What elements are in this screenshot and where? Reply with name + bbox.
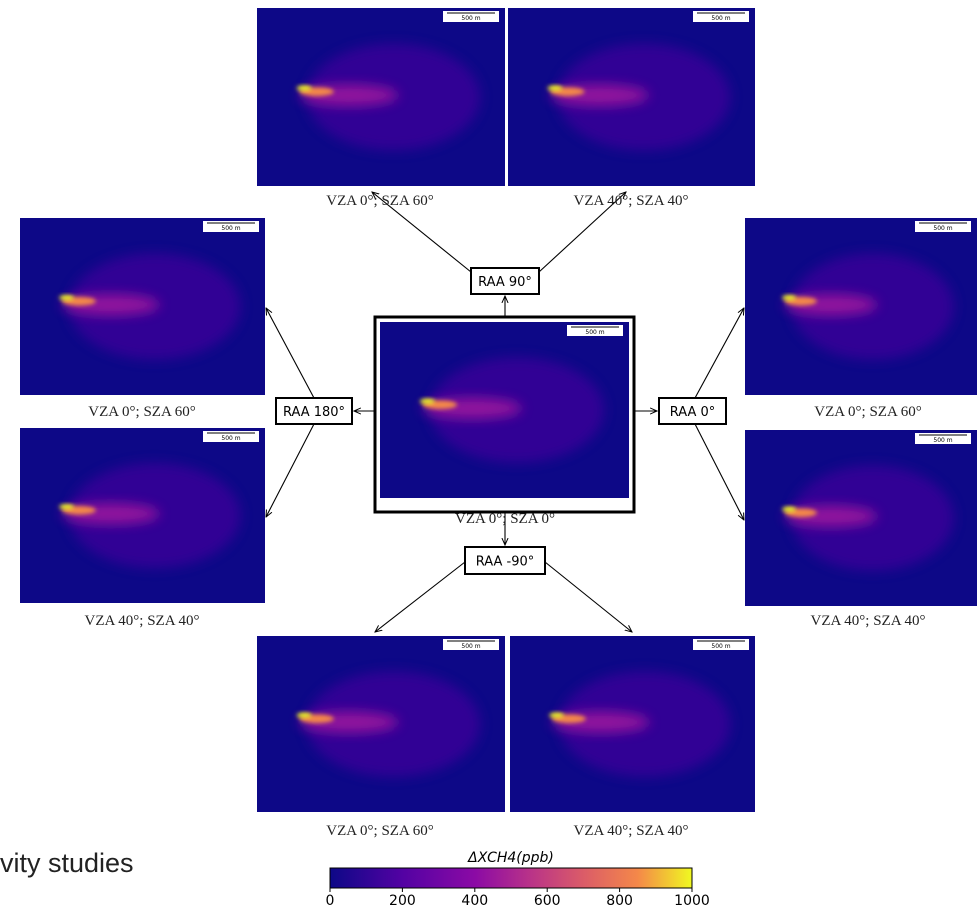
plume-panel: 500 m	[745, 430, 977, 606]
colorbar-tick-label: 1000	[674, 893, 710, 907]
colorbar-tick-label: 400	[461, 893, 488, 907]
panel-caption: VZA 0°; SZA 0°	[455, 511, 555, 527]
plume-panel: 500 m	[510, 636, 755, 812]
plume-source	[59, 295, 74, 300]
raa-label: RAA 0°	[670, 405, 716, 420]
panel-caption: VZA 0°; SZA 60°	[326, 193, 433, 209]
plume-panel: 500 m	[20, 218, 265, 395]
figure: vity studies 500 m VZA 0°; SZA 0° 500 m VZA…	[0, 0, 977, 907]
scale-bar-label: 500 m	[585, 329, 604, 336]
plume-source	[782, 507, 796, 512]
panel-caption: VZA 0°; SZA 60°	[88, 404, 195, 420]
panel-caption: VZA 40°; SZA 40°	[574, 193, 689, 209]
plume-source	[782, 295, 796, 300]
scale-bar-label: 500 m	[711, 643, 730, 650]
plume-source	[548, 85, 563, 90]
plume-panel: 500 m	[508, 8, 755, 186]
plume-panel: 500 m	[257, 636, 505, 812]
raa-label: RAA 180°	[283, 405, 345, 420]
plume-source	[420, 399, 435, 404]
scale-bar-label: 500 m	[461, 643, 480, 650]
colorbar-label: ΔXCH4(ppb)	[467, 850, 554, 866]
scale-bar-label: 500 m	[711, 15, 730, 22]
colorbar-tick-label: 600	[534, 893, 561, 907]
raa-label: RAA 90°	[478, 275, 532, 290]
raa-label: RAA -90°	[476, 555, 535, 570]
colorbar-tick-label: 800	[606, 893, 633, 907]
panel-caption: VZA 40°; SZA 40°	[574, 823, 689, 839]
plume-panel: 500 m	[20, 428, 265, 603]
plume-source	[297, 713, 312, 718]
plume-source	[297, 85, 312, 90]
scale-bar-label: 500 m	[933, 437, 952, 444]
colorbar-tick-label: 200	[389, 893, 416, 907]
scale-bar-label: 500 m	[221, 225, 240, 232]
colorbar	[330, 868, 692, 888]
scale-bar-label: 500 m	[461, 15, 480, 22]
fragment-text: vity studies	[0, 848, 134, 878]
scale-bar-label: 500 m	[221, 435, 240, 442]
plume-source	[549, 713, 564, 718]
panel-caption: VZA 0°; SZA 60°	[326, 823, 433, 839]
plume-panel: 500 m	[380, 322, 629, 498]
colorbar-tick-label: 0	[326, 893, 335, 907]
plume-panel: 500 m	[257, 8, 505, 186]
plume-source	[59, 504, 74, 509]
panel-caption: VZA 40°; SZA 40°	[85, 613, 200, 629]
panel-caption: VZA 0°; SZA 60°	[814, 404, 921, 420]
plume-panel: 500 m	[745, 218, 977, 395]
panel-caption: VZA 40°; SZA 40°	[811, 613, 926, 629]
scale-bar-label: 500 m	[933, 225, 952, 232]
